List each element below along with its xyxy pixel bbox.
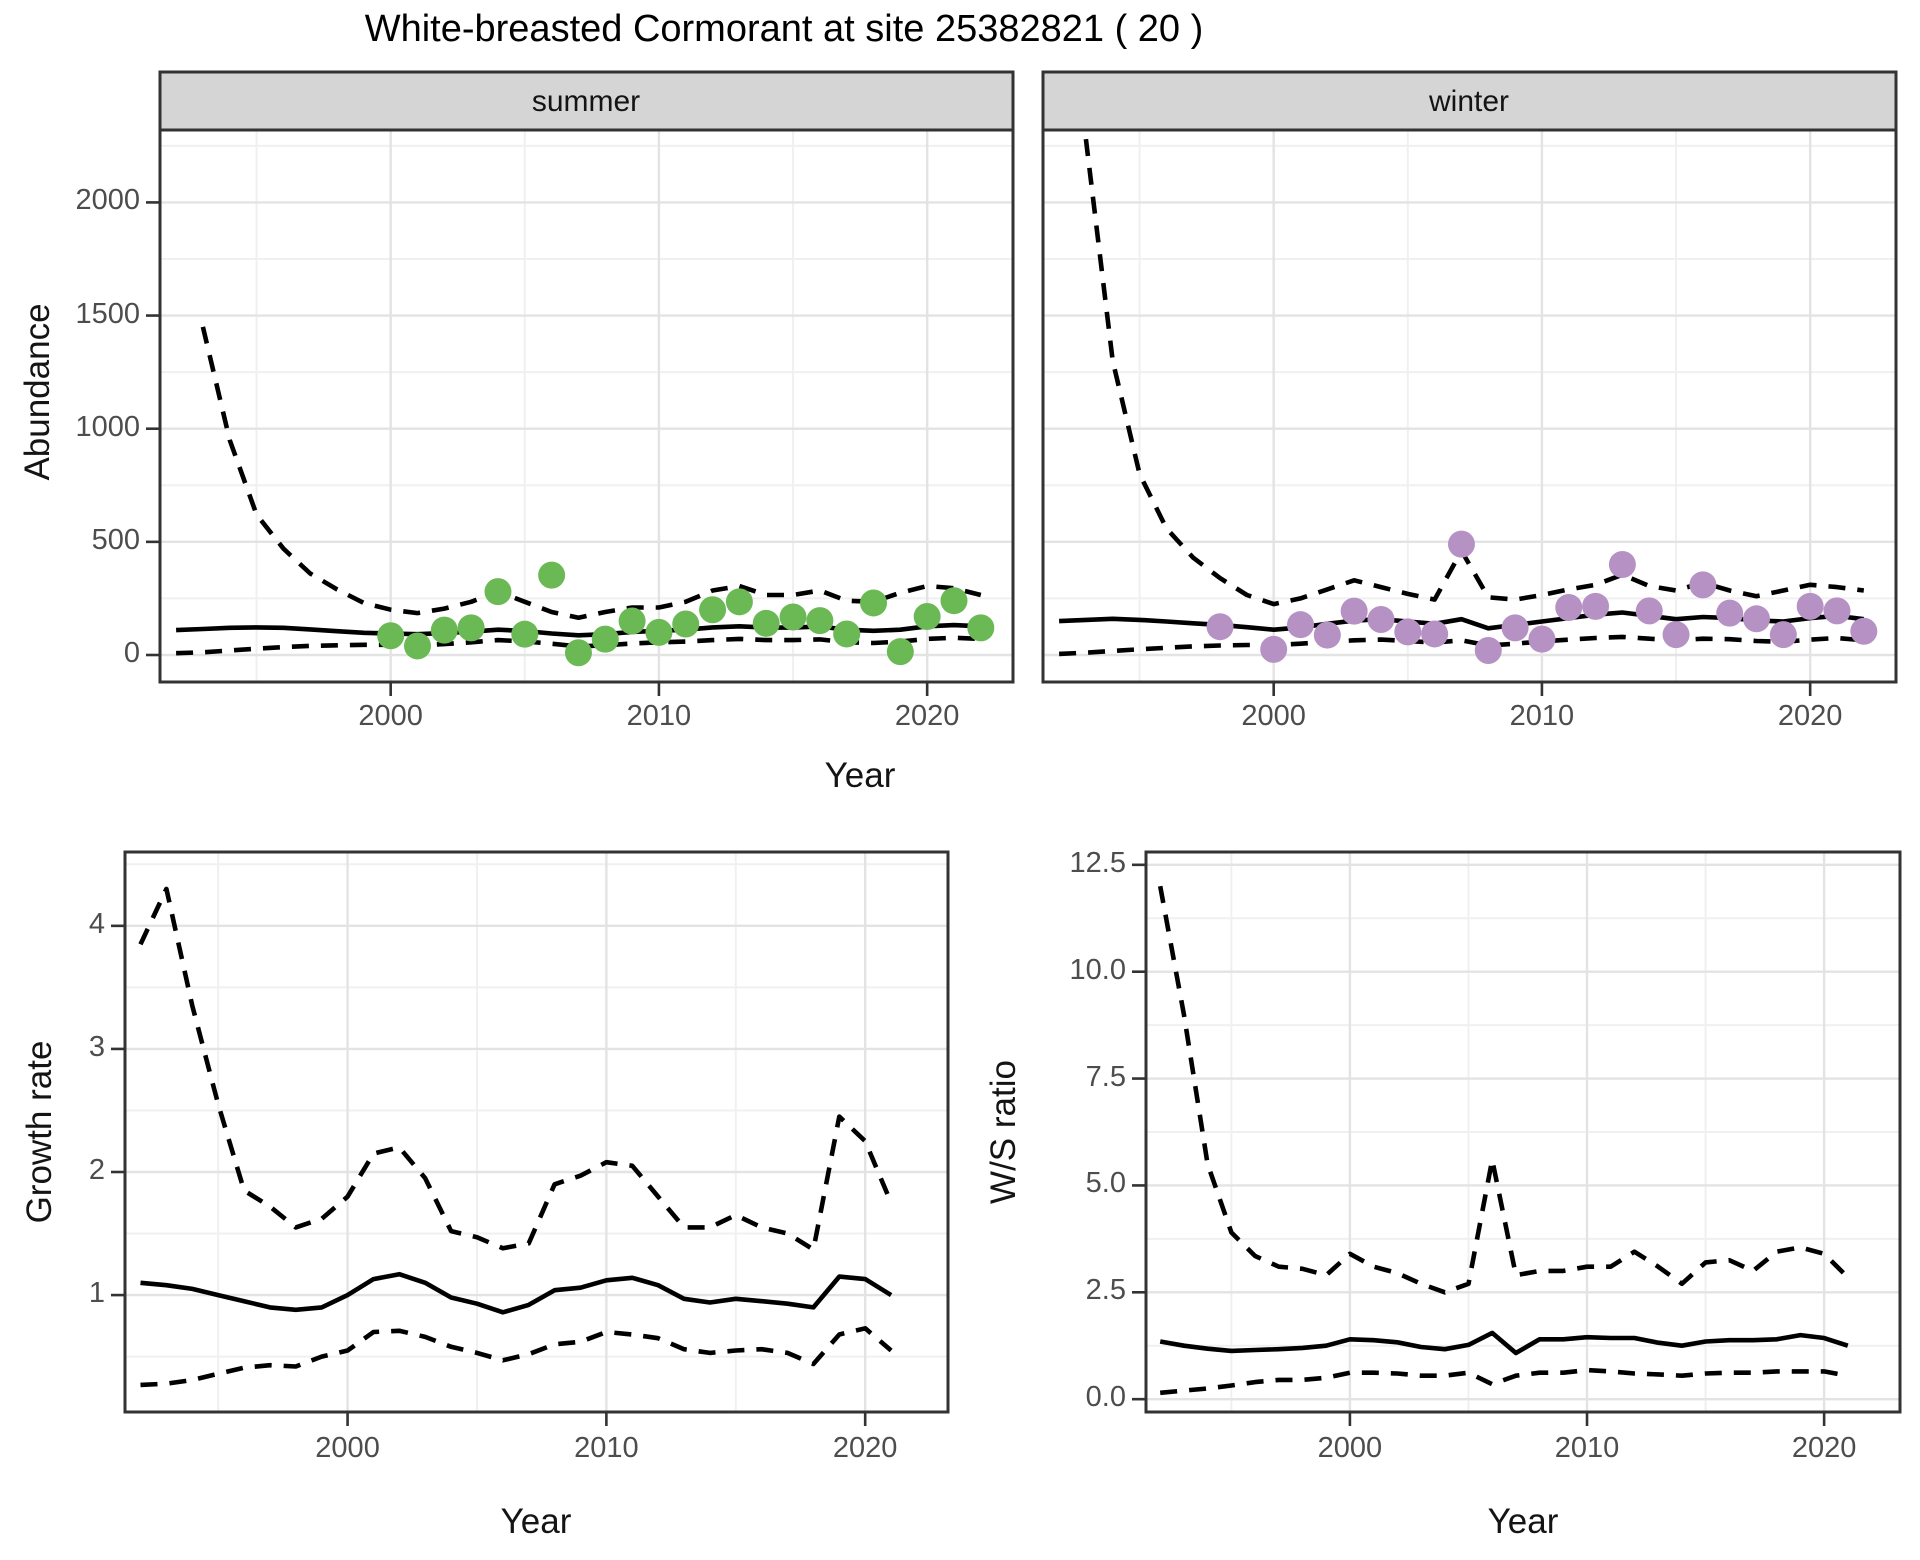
facet-strip <box>1041 70 1898 132</box>
fit-solid-line <box>1159 1330 1849 1356</box>
summer-data-point <box>457 614 485 642</box>
summer-data-point <box>645 618 673 646</box>
tick-label: 2000 <box>315 1432 380 1464</box>
y-axis-title-growth-rate: Growth rate <box>20 1040 59 1224</box>
winter-data-point <box>1474 636 1502 664</box>
tick-label: 12.5 <box>1069 846 1126 879</box>
facet-strip <box>158 70 1015 132</box>
summer-data-point <box>806 607 834 635</box>
winter-data-point <box>1340 597 1368 625</box>
facet-strip-winter-label: winter <box>1428 85 1510 118</box>
winter-data-point <box>1796 592 1824 620</box>
tick-label: 2000 <box>1241 700 1306 732</box>
tick-label: 1500 <box>75 297 140 330</box>
summer-data-point <box>886 638 914 666</box>
summer-data-point <box>860 589 888 617</box>
winter-data-point <box>1662 621 1690 649</box>
summer-data-point <box>591 625 619 653</box>
summer-data-point <box>404 632 432 660</box>
winter-data-point <box>1555 593 1583 621</box>
tick-label: 4 <box>88 908 105 941</box>
winter-data-point <box>1313 621 1341 649</box>
summer-data-point <box>725 588 753 616</box>
winter-data-point <box>1823 597 1851 625</box>
summer-data-point <box>564 639 592 667</box>
tick-label: 2000 <box>75 184 140 217</box>
winter-data-point <box>1501 614 1529 642</box>
upper-ci-dashed-line <box>138 886 894 1252</box>
tick-label: 2010 <box>574 1432 639 1464</box>
summer-data-point <box>377 622 405 650</box>
lower-ci-dashed-line <box>140 1326 893 1388</box>
winter-data-point <box>1367 605 1395 633</box>
summer-data-point <box>913 603 941 631</box>
upper-ci-dashed-line <box>200 326 982 620</box>
tick-label: 2020 <box>1791 1432 1857 1464</box>
winter-data-point <box>1260 635 1288 663</box>
summer-data-point <box>967 614 995 642</box>
tick-label: 2020 <box>832 1432 898 1464</box>
tick-label: 500 <box>91 524 140 557</box>
tick-label: 7.5 <box>1085 1060 1126 1093</box>
x-axis-title-year-top: Year <box>824 756 896 795</box>
winter-data-point <box>1206 613 1234 641</box>
summer-data-point <box>484 578 512 606</box>
page-title: White-breasted Cormorant at site 2538282… <box>364 8 1204 50</box>
summer-data-point <box>699 596 727 624</box>
winter-data-point <box>1528 625 1556 653</box>
winter-data-point <box>1635 597 1663 625</box>
fit-solid-line <box>140 1271 893 1315</box>
winter-data-point <box>1582 592 1610 620</box>
y-axis-title-ws-ratio: W/S ratio <box>984 1060 1023 1204</box>
tick-label: 10.0 <box>1069 953 1126 986</box>
winter-data-point <box>1769 621 1797 649</box>
tick-label: 1 <box>88 1277 105 1310</box>
summer-data-point <box>779 603 807 631</box>
tick-label: 2 <box>88 1154 105 1187</box>
upper-ci-dashed-line <box>1083 138 1865 607</box>
summer-data-point <box>618 607 646 635</box>
y-axis-title-abundance: Abundance <box>18 303 57 481</box>
summer-data-point <box>672 610 700 638</box>
tick-label: 2010 <box>626 700 692 732</box>
tick-label: 2010 <box>1554 1432 1620 1464</box>
tick-label: 3 <box>88 1031 105 1064</box>
winter-data-point <box>1608 550 1636 578</box>
winter-data-point <box>1394 618 1422 646</box>
winter-data-point <box>1447 530 1475 558</box>
winter-data-point <box>1421 620 1449 648</box>
summer-data-point <box>511 620 539 648</box>
x-axis-title-year-growth: Year <box>500 1502 572 1541</box>
tick-label: 0.0 <box>1085 1381 1126 1414</box>
winter-data-point <box>1287 611 1315 639</box>
x-axis-title-year-ws: Year <box>1487 1502 1559 1541</box>
summer-data-point <box>940 587 968 615</box>
tick-label: 2020 <box>894 700 960 732</box>
tick-label: 5.0 <box>1085 1167 1126 1200</box>
tick-label: 1000 <box>75 410 140 443</box>
lower-ci-dashed-line <box>1058 634 1864 657</box>
tick-label: 2000 <box>358 700 423 732</box>
winter-data-point <box>1850 617 1878 645</box>
fit-solid-line <box>1058 610 1865 632</box>
summer-data-point <box>538 561 566 589</box>
winter-data-point <box>1689 571 1717 599</box>
tick-label: 2000 <box>1317 1432 1383 1464</box>
tick-label: 2010 <box>1509 700 1575 732</box>
summer-data-point <box>833 620 861 648</box>
tick-label: 2.5 <box>1085 1274 1126 1307</box>
summer-data-point <box>752 609 780 637</box>
tick-label: 2020 <box>1777 700 1843 732</box>
facet-strip-summer-label: summer <box>531 85 641 118</box>
tick-label: 0 <box>123 637 140 670</box>
summer-data-point <box>430 616 458 644</box>
lower-ci-dashed-line <box>1159 1367 1849 1396</box>
winter-data-point <box>1716 599 1744 627</box>
winter-data-point <box>1743 605 1771 633</box>
upper-ci-dashed-line <box>1157 885 1850 1295</box>
